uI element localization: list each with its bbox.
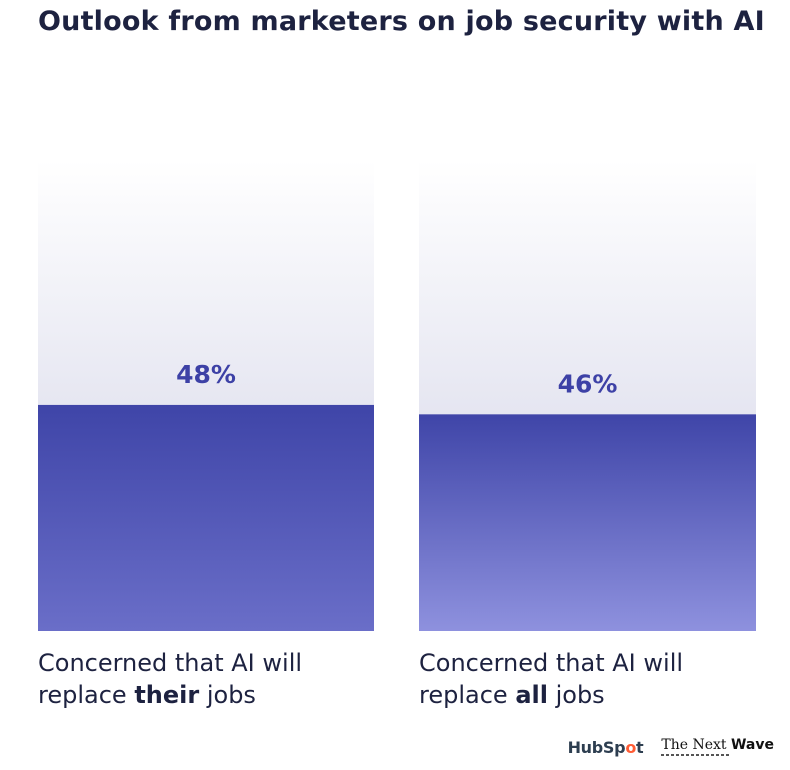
caption-emphasis: their — [134, 681, 200, 709]
bar — [419, 414, 756, 631]
caption-emphasis: all — [515, 681, 548, 709]
caption-post: jobs — [547, 681, 605, 709]
the-next-wave-logo: The Next Wave — [661, 738, 774, 756]
caption-pre: Concerned that AI will replace — [38, 649, 303, 709]
bar-chart: 48% 46% — [38, 160, 756, 631]
bar-value-label: 46% — [558, 369, 618, 398]
bar-value-label: 48% — [176, 360, 236, 389]
caption-pre: Concerned that AI will replace — [419, 649, 684, 709]
caption-post: jobs — [199, 681, 256, 709]
hubspot-logo: HubSpot — [567, 737, 644, 757]
category-label-all-jobs: Concerned that AI will replace all jobs — [419, 647, 764, 711]
bar — [38, 404, 374, 631]
category-label-their-jobs: Concerned that AI will replace their job… — [38, 647, 383, 711]
logo-subtitle-decoration — [661, 754, 732, 756]
page-title: Outlook from marketers on job security w… — [38, 6, 765, 37]
logo-strip: HubSpot The Next Wave — [561, 730, 780, 764]
